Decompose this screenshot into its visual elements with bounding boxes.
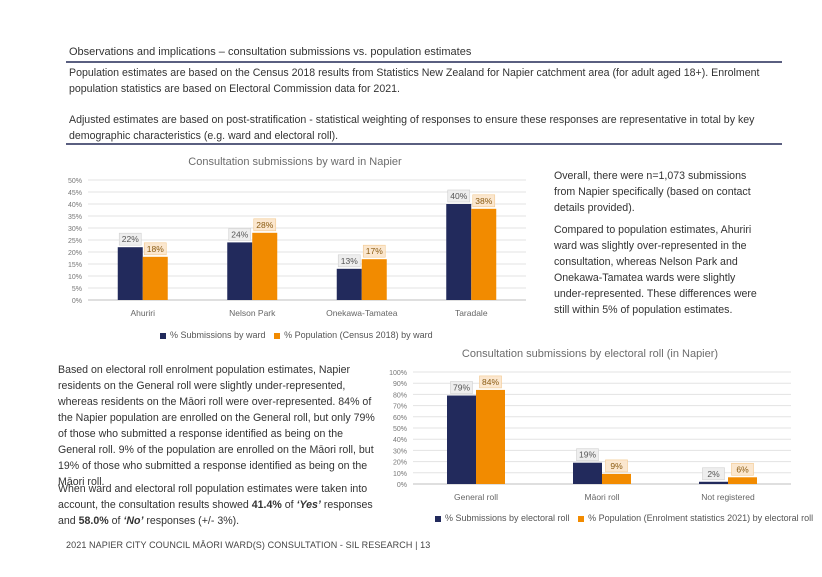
overall-paragraph: Overall, there were n=1,073 submissions …: [554, 170, 751, 214]
y-tick-label: 45%: [68, 190, 82, 197]
bar: [142, 256, 168, 300]
y-tick-label: 20%: [393, 460, 407, 467]
data-label-box: [143, 242, 167, 256]
data-label: 38%: [475, 196, 492, 206]
data-label: 6%: [736, 464, 749, 474]
legend-swatch: [160, 332, 166, 339]
data-label-box: [253, 218, 277, 232]
legend-item: % Submissions by electoral roll: [435, 513, 570, 523]
bar: [227, 242, 253, 300]
legend-item: % Submissions by ward: [160, 330, 266, 340]
y-tick-label: 0%: [397, 482, 407, 489]
bar: [117, 247, 143, 300]
data-label-box: [337, 254, 361, 268]
data-label: 18%: [147, 244, 164, 254]
y-tick-label: 10%: [68, 274, 82, 281]
intro-paragraph-2: Adjusted estimates are based on post-str…: [69, 114, 755, 142]
x-tick-label: Taradale: [455, 308, 488, 318]
x-tick-label: Nelson Park: [229, 308, 276, 318]
ward-chart-title: Consultation submissions by ward in Napi…: [188, 156, 402, 168]
data-label: 19%: [579, 450, 596, 460]
data-label-box: [472, 194, 496, 208]
ward-comparison-paragraph: Compared to population estimates, Ahurir…: [554, 224, 757, 316]
y-tick-label: 25%: [68, 238, 82, 245]
page-footer: 2021 NAPIER CITY COUNCIL MĀORI WARD(S) C…: [66, 540, 431, 550]
y-tick-label: 20%: [68, 250, 82, 257]
legend-swatch: [435, 515, 441, 522]
legend-item: % Population (Census 2018) by ward: [274, 330, 433, 340]
data-label-box: [479, 375, 502, 389]
roll-chart-legend: % Submissions by electoral roll % Popula…: [435, 513, 813, 523]
intro-paragraph-1: Population estimates are based on the Ce…: [69, 67, 760, 95]
bar: [252, 232, 278, 300]
data-label-box: [362, 244, 386, 258]
data-label: 84%: [482, 377, 499, 387]
y-tick-label: 35%: [68, 214, 82, 221]
x-tick-label: Ahuriri: [130, 308, 155, 318]
ward-chart: 0% 5% 10% 15% 20% 25% 30% 35% 40% 45% 50% 22% 18% Ahu…: [68, 178, 526, 318]
section-title: Observations and implications – consulta…: [69, 46, 472, 58]
data-label-box: [447, 189, 471, 203]
data-label-box: [702, 467, 725, 481]
y-tick-label: 0%: [72, 298, 82, 305]
data-label: 13%: [341, 256, 358, 266]
x-tick-label: Not registered: [701, 492, 755, 502]
x-tick-label: General roll: [454, 492, 498, 502]
legend-item: % Population (Enrolment statistics 2021)…: [578, 513, 813, 523]
y-tick-label: 50%: [68, 178, 82, 185]
data-label: 79%: [453, 383, 470, 393]
data-label: 28%: [256, 220, 273, 230]
electoral-roll-paragraph: Based on electoral roll enrolment popula…: [58, 364, 375, 488]
y-tick-label: 100%: [389, 370, 407, 377]
y-tick-label: 15%: [68, 262, 82, 269]
results-paragraph: When ward and electoral roll population …: [58, 483, 373, 527]
bar: [447, 395, 476, 484]
data-label: 40%: [450, 191, 467, 201]
y-tick-label: 90%: [393, 381, 407, 388]
data-label: 22%: [122, 234, 139, 244]
data-label: 2%: [707, 469, 720, 479]
data-label-box: [605, 459, 628, 473]
ward-chart-legend: % Submissions by ward % Population (Cens…: [160, 330, 433, 340]
legend-swatch: [578, 515, 585, 522]
bar: [602, 473, 631, 484]
divider: [66, 61, 782, 63]
y-tick-label: 10%: [393, 471, 407, 478]
y-tick-label: 80%: [393, 392, 407, 399]
roll-chart: 0% 10% 20% 30% 40% 50% 60% 70% 80% 90% 100% 79% 84% G…: [389, 370, 791, 502]
legend-swatch: [274, 332, 281, 339]
bar: [471, 208, 497, 300]
y-tick-label: 60%: [393, 415, 407, 422]
bar: [361, 259, 387, 300]
y-tick-label: 40%: [393, 437, 407, 444]
divider: [66, 143, 782, 145]
y-tick-label: 40%: [68, 202, 82, 209]
bar: [573, 462, 602, 484]
data-label-box: [731, 462, 754, 476]
y-tick-label: 30%: [68, 226, 82, 233]
data-label: 9%: [610, 461, 623, 471]
data-label: 17%: [366, 246, 383, 256]
x-tick-label: Onekawa-Tamatea: [326, 308, 398, 318]
y-tick-label: 30%: [393, 448, 407, 455]
bar: [728, 477, 757, 484]
x-tick-label: Māori roll: [585, 492, 620, 502]
roll-chart-title: Consultation submissions by electoral ro…: [461, 348, 719, 360]
bar: [336, 268, 362, 300]
y-tick-label: 70%: [393, 404, 407, 411]
data-label-box: [118, 232, 142, 246]
data-label-box: [228, 228, 252, 241]
y-tick-label: 50%: [393, 426, 407, 433]
data-label: 24%: [231, 229, 248, 239]
bar: [699, 481, 728, 484]
bar: [446, 204, 472, 300]
bar: [476, 389, 505, 484]
data-label-box: [450, 381, 473, 394]
data-label-box: [576, 448, 599, 462]
y-tick-label: 5%: [72, 286, 82, 293]
